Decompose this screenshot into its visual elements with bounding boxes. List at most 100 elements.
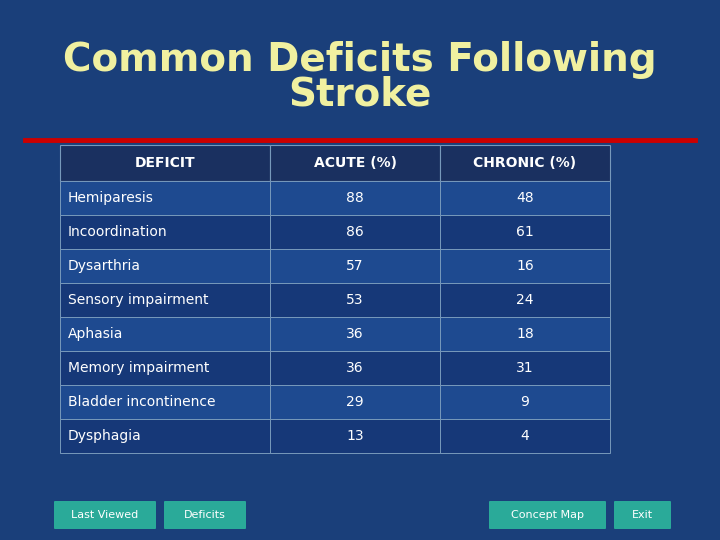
Bar [0, 135, 720, 140]
Bar [0, 146, 720, 151]
Bar [0, 356, 720, 362]
Bar [0, 243, 720, 248]
Bar [0, 200, 720, 205]
Bar [440, 215, 610, 249]
Bar [270, 419, 440, 453]
Bar [0, 297, 720, 302]
Text: Exit: Exit [632, 510, 653, 520]
Text: 29: 29 [346, 395, 364, 409]
Bar [270, 317, 440, 351]
Bar [0, 65, 720, 70]
Text: 53: 53 [346, 293, 364, 307]
Bar [0, 194, 720, 200]
Bar [440, 351, 610, 385]
Bar [60, 145, 270, 181]
Bar [0, 167, 720, 173]
Bar [60, 351, 270, 385]
Bar [0, 157, 720, 162]
Text: Dysarthria: Dysarthria [68, 259, 141, 273]
Bar [0, 275, 720, 281]
Bar [0, 248, 720, 254]
Bar [0, 421, 720, 427]
Bar [0, 513, 720, 518]
Bar [0, 416, 720, 421]
Bar [0, 265, 720, 270]
Bar [0, 232, 720, 238]
Bar [0, 270, 720, 275]
Bar [0, 189, 720, 194]
Bar [0, 346, 720, 351]
Bar [0, 308, 720, 313]
Bar [270, 215, 440, 249]
Text: 24: 24 [516, 293, 534, 307]
Text: 36: 36 [346, 361, 364, 375]
Bar [0, 340, 720, 346]
Bar [0, 254, 720, 259]
Bar [0, 448, 720, 454]
Bar [0, 335, 720, 340]
Text: 36: 36 [346, 327, 364, 341]
Bar [0, 130, 720, 135]
Bar [0, 481, 720, 486]
Bar [0, 491, 720, 497]
Text: 61: 61 [516, 225, 534, 239]
Bar [0, 497, 720, 502]
Text: Aphasia: Aphasia [68, 327, 123, 341]
Bar [0, 211, 720, 216]
Bar [0, 281, 720, 286]
Bar [60, 181, 270, 215]
Bar [0, 216, 720, 221]
Bar [0, 178, 720, 184]
Bar [0, 162, 720, 167]
Bar [0, 410, 720, 416]
Bar [60, 249, 270, 283]
Bar [0, 292, 720, 297]
Bar [0, 119, 720, 124]
Bar [0, 259, 720, 265]
Bar [0, 16, 720, 22]
Bar [0, 92, 720, 97]
Bar [0, 140, 720, 146]
Text: ACUTE (%): ACUTE (%) [313, 156, 397, 170]
Text: Deficits: Deficits [184, 510, 226, 520]
Bar [0, 38, 720, 43]
Bar [0, 400, 720, 405]
Bar [0, 108, 720, 113]
Bar [0, 286, 720, 292]
Bar [0, 76, 720, 81]
Text: 16: 16 [516, 259, 534, 273]
Bar [0, 54, 720, 59]
Text: 31: 31 [516, 361, 534, 375]
Text: Bladder incontinence: Bladder incontinence [68, 395, 215, 409]
Bar [0, 535, 720, 540]
Bar [60, 419, 270, 453]
Bar [0, 11, 720, 16]
Bar [0, 324, 720, 329]
Bar [270, 283, 440, 317]
Bar [270, 249, 440, 283]
Bar [0, 124, 720, 130]
Text: 9: 9 [521, 395, 529, 409]
Bar [0, 49, 720, 54]
Bar [0, 113, 720, 119]
Bar [0, 70, 720, 76]
Text: Incoordination: Incoordination [68, 225, 168, 239]
Text: Dysphagia: Dysphagia [68, 429, 142, 443]
Bar [0, 405, 720, 410]
Bar [0, 32, 720, 38]
Bar [270, 181, 440, 215]
Text: Concept Map: Concept Map [511, 510, 584, 520]
Bar [0, 394, 720, 400]
Text: CHRONIC (%): CHRONIC (%) [474, 156, 577, 170]
Bar [270, 145, 440, 181]
Bar [440, 145, 610, 181]
Text: 88: 88 [346, 191, 364, 205]
Bar [0, 437, 720, 443]
Bar [0, 454, 720, 459]
Bar [0, 470, 720, 475]
Text: 48: 48 [516, 191, 534, 205]
Bar [0, 151, 720, 157]
Bar [0, 0, 720, 5]
Bar [0, 313, 720, 319]
Text: 18: 18 [516, 327, 534, 341]
